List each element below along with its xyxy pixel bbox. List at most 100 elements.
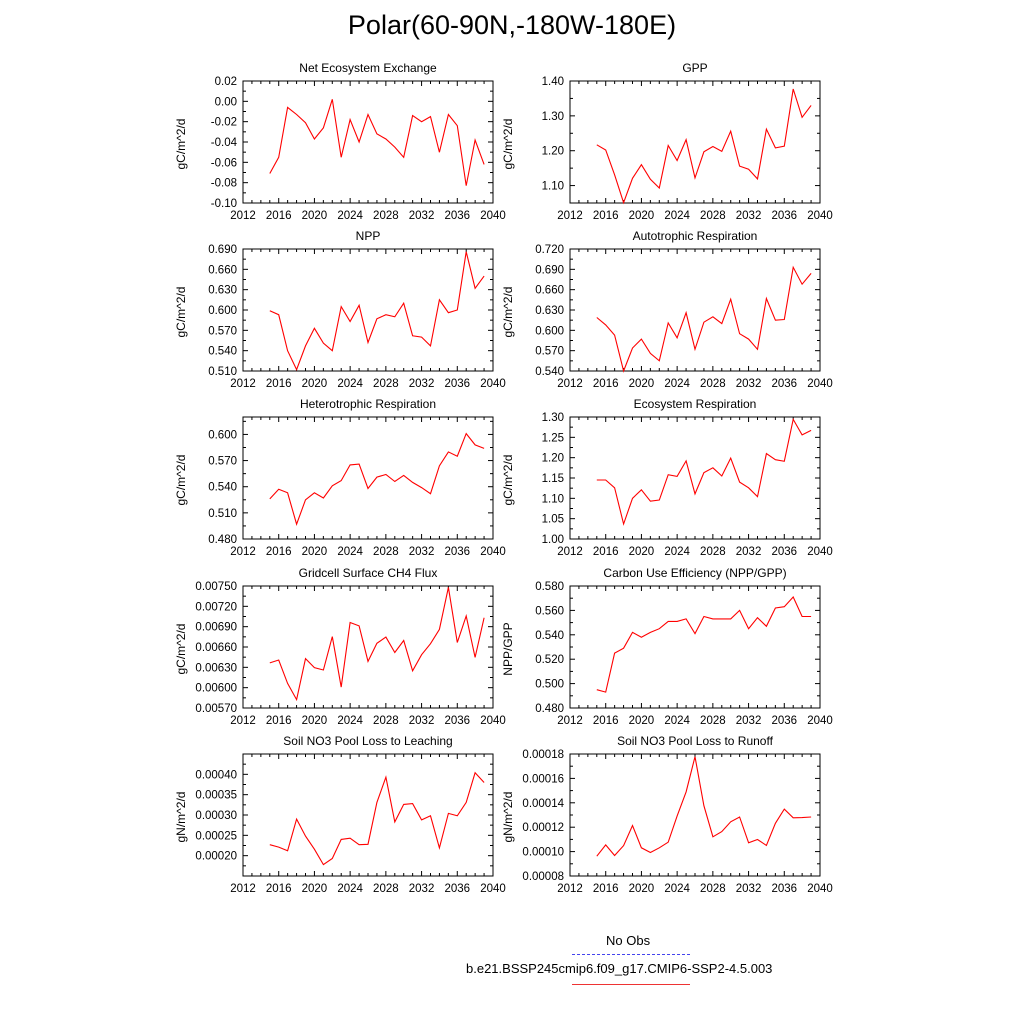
- panel-6-ytick-label: 1.15: [542, 473, 564, 485]
- panel-2-xtick-label: 2020: [629, 210, 655, 222]
- panel-3-ytick-label: 0.630: [208, 285, 237, 297]
- panel-7-xtick-label: 2032: [409, 715, 435, 727]
- panel-5-xtick-label: 2040: [480, 546, 506, 558]
- panel-8-xtick-label: 2016: [593, 715, 619, 727]
- panel-9-ytick-label: 0.00030: [195, 810, 237, 822]
- panel-4-ytick-label: 0.720: [535, 244, 564, 256]
- panel-7-ytick-label: 0.00660: [195, 642, 237, 654]
- panel-1-ylabel: gC/m^2/d: [174, 119, 188, 170]
- panel-10-xtick-label: 2028: [700, 883, 726, 895]
- panel-6-xtick-label: 2016: [593, 546, 619, 558]
- panel-1-xtick-label: 2040: [480, 210, 506, 222]
- panel-4-xtick-label: 2024: [664, 378, 690, 390]
- panel-4-xtick-label: 2032: [736, 378, 762, 390]
- panel-7-xtick-label: 2028: [373, 715, 399, 727]
- panel-9-ytick-label: 0.00025: [195, 830, 237, 842]
- panel-1-title: Net Ecosystem Exchange: [299, 61, 437, 75]
- panel-9-series-line: [269, 771, 485, 866]
- panel-7-ytick-label: 0.00720: [195, 601, 237, 613]
- panel-5-title: Heterotrophic Respiration: [300, 397, 436, 411]
- panel-8-xtick-label: 2024: [664, 715, 690, 727]
- panel-1-series-line: [269, 99, 485, 186]
- panel-10-ylabel: gN/m^2/d: [501, 792, 515, 843]
- panel-8-ytick-label: 0.500: [535, 679, 564, 691]
- panel-5-xtick-label: 2028: [373, 546, 399, 558]
- panel-1-xtick-label: 2016: [266, 210, 292, 222]
- panel-6-xtick-label: 2028: [700, 546, 726, 558]
- panel-4-ytick-label: 0.690: [535, 264, 564, 276]
- panel-6-ytick-label: 1.20: [542, 453, 564, 465]
- panel-2-xtick-label: 2036: [771, 210, 797, 222]
- panel-9-xtick-label: 2020: [302, 883, 328, 895]
- panel-2-frame: [569, 80, 821, 204]
- panel-1-xtick-label: 2036: [444, 210, 470, 222]
- panel-5-xtick-label: 2024: [337, 546, 363, 558]
- panel-8-ytick-label: 0.580: [535, 581, 564, 593]
- panel-6-ylabel: gC/m^2/d: [501, 455, 515, 506]
- panel-1-ytick-label: -0.08: [211, 178, 237, 190]
- panel-7-frame: [242, 585, 494, 709]
- panel-1-ytick-label: -0.06: [211, 157, 237, 169]
- panel-1-xtick-label: 2020: [302, 210, 328, 222]
- panel-2-ytick-label: 1.20: [542, 146, 564, 158]
- panel-3-ytick-label: 0.510: [208, 366, 237, 378]
- panel-6-xtick-label: 2012: [557, 546, 583, 558]
- panel-10-ytick-label: 0.00016: [522, 773, 564, 785]
- panel-1-xtick-label: 2012: [230, 210, 256, 222]
- panel-6-xtick-label: 2036: [771, 546, 797, 558]
- panel-5-ytick-label: 0.510: [208, 508, 237, 520]
- panel-8-xtick-label: 2020: [629, 715, 655, 727]
- panel-1-frame: [242, 80, 494, 204]
- panel-9-xtick-label: 2016: [266, 883, 292, 895]
- panel-4-xtick-label: 2020: [629, 378, 655, 390]
- panel-7-xtick-label: 2040: [480, 715, 506, 727]
- panel-6-xtick-label: 2024: [664, 546, 690, 558]
- panel-4-xtick-label: 2040: [807, 378, 833, 390]
- panel-1-ytick-label: -0.04: [211, 137, 238, 149]
- panel-5-xtick-label: 2020: [302, 546, 328, 558]
- panel-3-title: NPP: [356, 229, 381, 243]
- panel-10-title: Soil NO3 Pool Loss to Runoff: [617, 734, 774, 748]
- panel-1-ytick-label: -0.10: [211, 198, 237, 210]
- panel-8-xtick-label: 2036: [771, 715, 797, 727]
- panel-1-xtick-label: 2024: [337, 210, 363, 222]
- panel-10-xtick-label: 2016: [593, 883, 619, 895]
- panel-10-xtick-label: 2020: [629, 883, 655, 895]
- panel-3-xtick-label: 2016: [266, 378, 292, 390]
- panel-4-title: Autotrophic Respiration: [633, 229, 758, 243]
- panel-10-ytick-label: 0.00018: [522, 749, 564, 761]
- panel-8-ylabel: NPP/GPP: [501, 622, 515, 675]
- panel-7-xtick-label: 2036: [444, 715, 470, 727]
- panel-9-xtick-label: 2012: [230, 883, 256, 895]
- panel-9-ytick-label: 0.00020: [195, 851, 237, 863]
- panel-1-ytick-label: 0.00: [215, 96, 237, 108]
- panel-7-xtick-label: 2020: [302, 715, 328, 727]
- panel-4-series-line: [596, 265, 812, 373]
- panel-2-ytick-label: 1.30: [542, 111, 564, 123]
- panel-2-xtick-label: 2040: [807, 210, 833, 222]
- panel-7-series-line: [269, 587, 485, 702]
- panel-3-ytick-label: 0.570: [208, 325, 237, 337]
- legend-label-obs: No Obs: [606, 933, 651, 948]
- panel-1-xtick-label: 2032: [409, 210, 435, 222]
- legend-line-obs: [572, 954, 690, 955]
- panel-10-ytick-label: 0.00014: [522, 798, 564, 810]
- panel-4-ytick-label: 0.570: [535, 346, 564, 358]
- panel-6-ytick-label: 1.00: [542, 534, 564, 546]
- panel-7-xtick-label: 2024: [337, 715, 363, 727]
- panel-10-frame: [569, 753, 821, 877]
- panel-6-ytick-label: 1.05: [542, 514, 564, 526]
- panel-9-xtick-label: 2040: [480, 883, 506, 895]
- panel-4-ytick-label: 0.660: [535, 285, 564, 297]
- panel-3-xtick-label: 2020: [302, 378, 328, 390]
- panel-4-xtick-label: 2036: [771, 378, 797, 390]
- panel-7-xtick-label: 2012: [230, 715, 256, 727]
- panel-7-ytick-label: 0.00600: [195, 683, 237, 695]
- panel-4-ytick-label: 0.630: [535, 305, 564, 317]
- panel-7-ytick-label: 0.00570: [195, 703, 237, 715]
- panel-7-ylabel: gC/m^2/d: [174, 624, 188, 675]
- panel-8-xtick-label: 2028: [700, 715, 726, 727]
- panel-5-xtick-label: 2012: [230, 546, 256, 558]
- panel-7-ytick-label: 0.00630: [195, 662, 237, 674]
